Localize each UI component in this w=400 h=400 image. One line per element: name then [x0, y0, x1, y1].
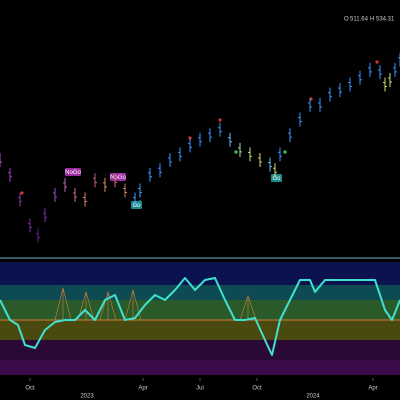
spike — [99, 290, 117, 321]
dot — [283, 150, 287, 154]
price-bar — [208, 128, 212, 143]
dot — [234, 150, 238, 154]
price-bar — [258, 153, 262, 168]
dot — [375, 60, 379, 64]
spike — [77, 290, 95, 321]
price-bar — [8, 167, 12, 182]
annotation-box — [131, 201, 142, 209]
band — [0, 340, 400, 360]
price-bar — [28, 218, 32, 233]
price-bar — [328, 87, 332, 102]
signal-dots — [20, 60, 379, 204]
price-bar — [103, 177, 107, 192]
band — [0, 320, 400, 340]
price-bar — [358, 70, 362, 85]
annotation: Go — [132, 203, 141, 209]
band — [0, 285, 400, 300]
annotation: Go — [272, 176, 281, 182]
high-value: 534.31 — [376, 17, 395, 23]
price-bar — [308, 97, 312, 112]
price-bar — [338, 83, 342, 98]
open-label: O — [344, 17, 349, 23]
spike — [124, 288, 142, 321]
price-bar — [113, 173, 117, 188]
spikes — [54, 287, 257, 321]
annotation-box — [110, 173, 126, 181]
year-label: 2024 — [306, 394, 320, 400]
price-bar — [178, 147, 182, 162]
band — [0, 262, 400, 285]
band — [0, 300, 400, 320]
dot — [218, 118, 222, 122]
price-bar — [93, 173, 97, 188]
price-bar — [348, 77, 352, 92]
price-bar — [53, 188, 57, 203]
spike — [54, 287, 72, 321]
dot — [20, 191, 24, 195]
annotation-box — [65, 168, 81, 176]
price-bar — [0, 153, 2, 168]
price-bar — [238, 142, 242, 157]
x-tick-label: Apr — [368, 386, 377, 392]
price-bar — [133, 192, 137, 207]
price-bar — [218, 122, 222, 137]
price-bar — [378, 65, 382, 80]
price-bar — [198, 132, 202, 147]
price-bar — [383, 77, 387, 92]
price-bar — [36, 228, 40, 243]
price-bar — [18, 192, 22, 207]
price-bar — [368, 62, 372, 77]
price-bar — [268, 157, 272, 172]
price-bar — [288, 128, 292, 143]
price-bar — [388, 73, 392, 88]
price-bar — [63, 177, 67, 192]
high-label: H — [370, 17, 374, 23]
price-bar — [393, 62, 397, 77]
open-value: 511.64 — [350, 17, 369, 23]
price-bar — [73, 188, 77, 203]
price-bar — [273, 163, 277, 178]
annotations: NoGo NoGo Go Go — [65, 168, 282, 209]
annotation-box — [271, 174, 282, 182]
price-bar — [83, 192, 87, 207]
price-bar — [123, 183, 127, 198]
x-tick-label: Oct — [25, 386, 35, 392]
spike — [239, 295, 257, 321]
annotation: NoGo — [65, 170, 81, 176]
band — [0, 360, 400, 375]
price-bar — [188, 138, 192, 153]
dot — [188, 136, 192, 140]
price-bar — [248, 147, 252, 162]
price-bar — [278, 147, 282, 162]
price-bar — [148, 167, 152, 182]
oscillator-bands — [0, 262, 400, 375]
x-tick-label: Apr — [138, 386, 147, 392]
price-bar — [298, 112, 302, 127]
price-bar — [228, 132, 232, 147]
year-label: 2023 — [80, 394, 94, 400]
oscillator-line — [0, 277, 400, 356]
price-bar — [138, 183, 142, 198]
price-bar — [168, 153, 172, 168]
x-tick-label: Oct — [252, 386, 262, 392]
price-bar — [43, 208, 47, 223]
x-tick-label: Jul — [196, 386, 204, 392]
price-bar — [318, 97, 322, 112]
price-bar — [158, 163, 162, 178]
annotation: NoGo — [110, 175, 126, 181]
